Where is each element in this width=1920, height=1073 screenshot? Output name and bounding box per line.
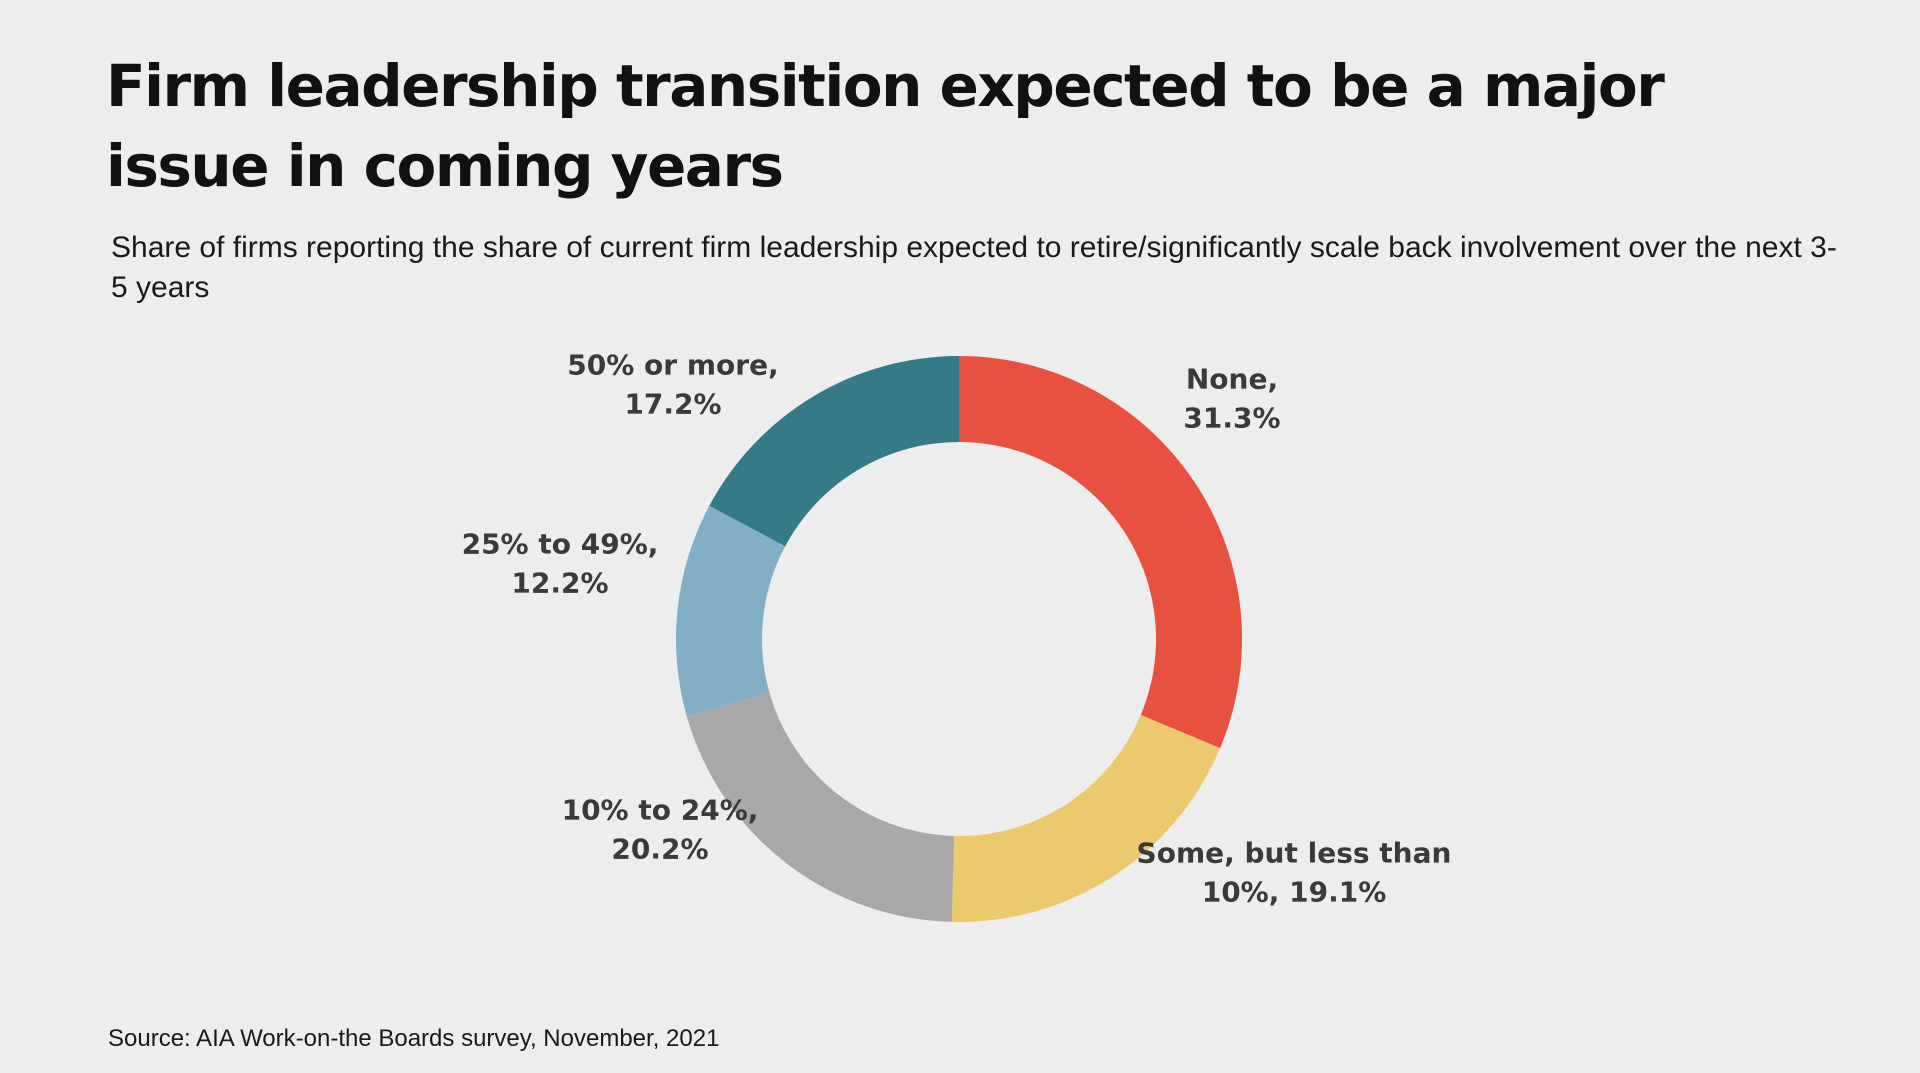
- donut-slice-4: [676, 505, 786, 717]
- donut-slice-3: [686, 692, 955, 922]
- slice-label-line: 17.2%: [624, 388, 721, 421]
- chart-subtitle: Share of firms reporting the share of cu…: [111, 231, 1837, 304]
- slice-label-5: 50% or more, 17.2%: [567, 349, 778, 421]
- slice-label-line: 50% or more,: [567, 349, 778, 382]
- slice-label-line: 10%, 19.1%: [1202, 876, 1387, 909]
- slice-label-4: 25% to 49%, 12.2%: [462, 528, 659, 600]
- slice-label-line: 10% to 24%,: [562, 794, 759, 827]
- chart-source: Source: AIA Work-on-the Boards survey, N…: [108, 1025, 720, 1052]
- slice-label-3: 10% to 24%, 20.2%: [562, 794, 759, 866]
- slice-label-1: None, 31.3%: [1183, 363, 1280, 435]
- slice-label-line: 12.2%: [511, 567, 608, 600]
- slice-label-line: 20.2%: [611, 833, 708, 866]
- slice-label-line: 25% to 49%,: [462, 528, 659, 561]
- slice-label-line: None,: [1186, 363, 1278, 396]
- donut-slice-2: [951, 714, 1221, 922]
- donut-slice-1: [959, 356, 1242, 749]
- donut-slices: [676, 356, 1242, 922]
- donut-slice-5: [709, 356, 959, 547]
- slice-label-line: 31.3%: [1183, 402, 1280, 435]
- slice-label-line: Some, but less than: [1137, 837, 1452, 870]
- slice-labels: None, 31.3% Some, but less than 10%, 19.1% 1…: [462, 349, 1452, 909]
- chart-title: Firm leadership transition expected to b…: [106, 52, 1665, 200]
- slice-label-2: Some, but less than 10%, 19.1%: [1137, 837, 1452, 909]
